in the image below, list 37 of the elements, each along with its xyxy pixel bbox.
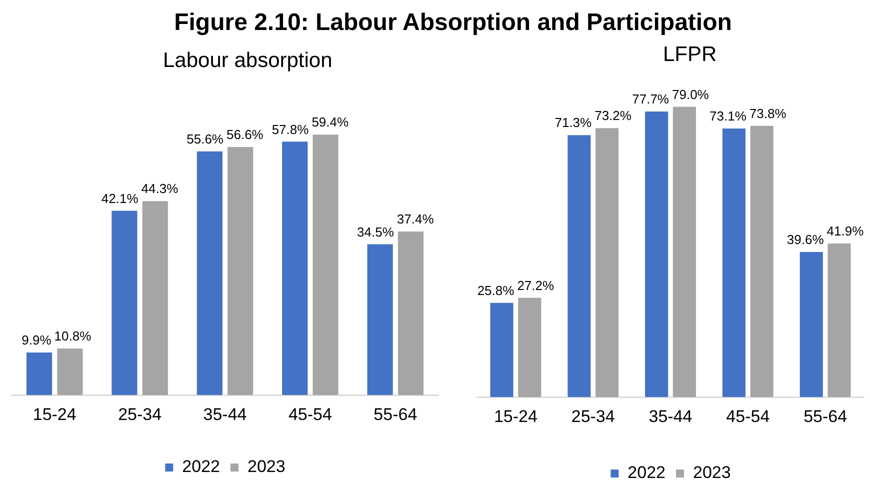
- data-label: 57.8%: [272, 122, 310, 137]
- data-label: 42.1%: [101, 190, 139, 206]
- x-tick-label: 15-24: [494, 406, 538, 426]
- data-label: 27.2%: [517, 278, 554, 293]
- legend-label: 2023: [693, 463, 731, 481]
- data-label: 56.6%: [226, 127, 264, 142]
- data-label: 55.6%: [186, 131, 224, 146]
- data-label: 44.3%: [141, 181, 179, 196]
- chart-title: Figure 2.10: Labour Absorption and Participation: [173, 9, 733, 37]
- data-label: 9.9%: [22, 332, 52, 348]
- x-tick-label: 35-44: [648, 406, 692, 426]
- x-tick-label: 45-54: [726, 406, 770, 426]
- x-tick-label: 25-34: [118, 404, 162, 424]
- data-label: 10.8%: [54, 328, 92, 344]
- data-label: 73.8%: [749, 106, 787, 121]
- legend-label: 2022: [182, 457, 220, 476]
- data-label: 79.0%: [672, 86, 710, 102]
- legend-label: 2022: [628, 463, 666, 481]
- data-label: 25.8%: [477, 282, 515, 298]
- data-label: 34.5%: [357, 224, 394, 240]
- data-label: 73.2%: [594, 108, 632, 124]
- x-tick-label: 25-34: [571, 406, 615, 426]
- data-label: 37.4%: [396, 212, 434, 227]
- x-tick-label: 55-64: [374, 404, 418, 424]
- x-tick-label: 45-54: [288, 404, 332, 424]
- x-tick-label: 35-44: [203, 404, 247, 424]
- chart-title: LFPR: [663, 43, 717, 67]
- x-tick-label: 55-64: [804, 406, 848, 426]
- data-label: 73.1%: [710, 108, 747, 124]
- x-tick-label: 15-24: [32, 404, 76, 424]
- data-label: 39.6%: [786, 232, 824, 248]
- data-label: 71.3%: [554, 115, 592, 130]
- data-label: 77.7%: [632, 92, 670, 107]
- data-label: 41.9%: [826, 224, 864, 239]
- data-label: 59.4%: [312, 114, 349, 130]
- chart-subtitle: Labour absorption: [163, 49, 332, 73]
- legend-label: 2023: [248, 457, 286, 476]
